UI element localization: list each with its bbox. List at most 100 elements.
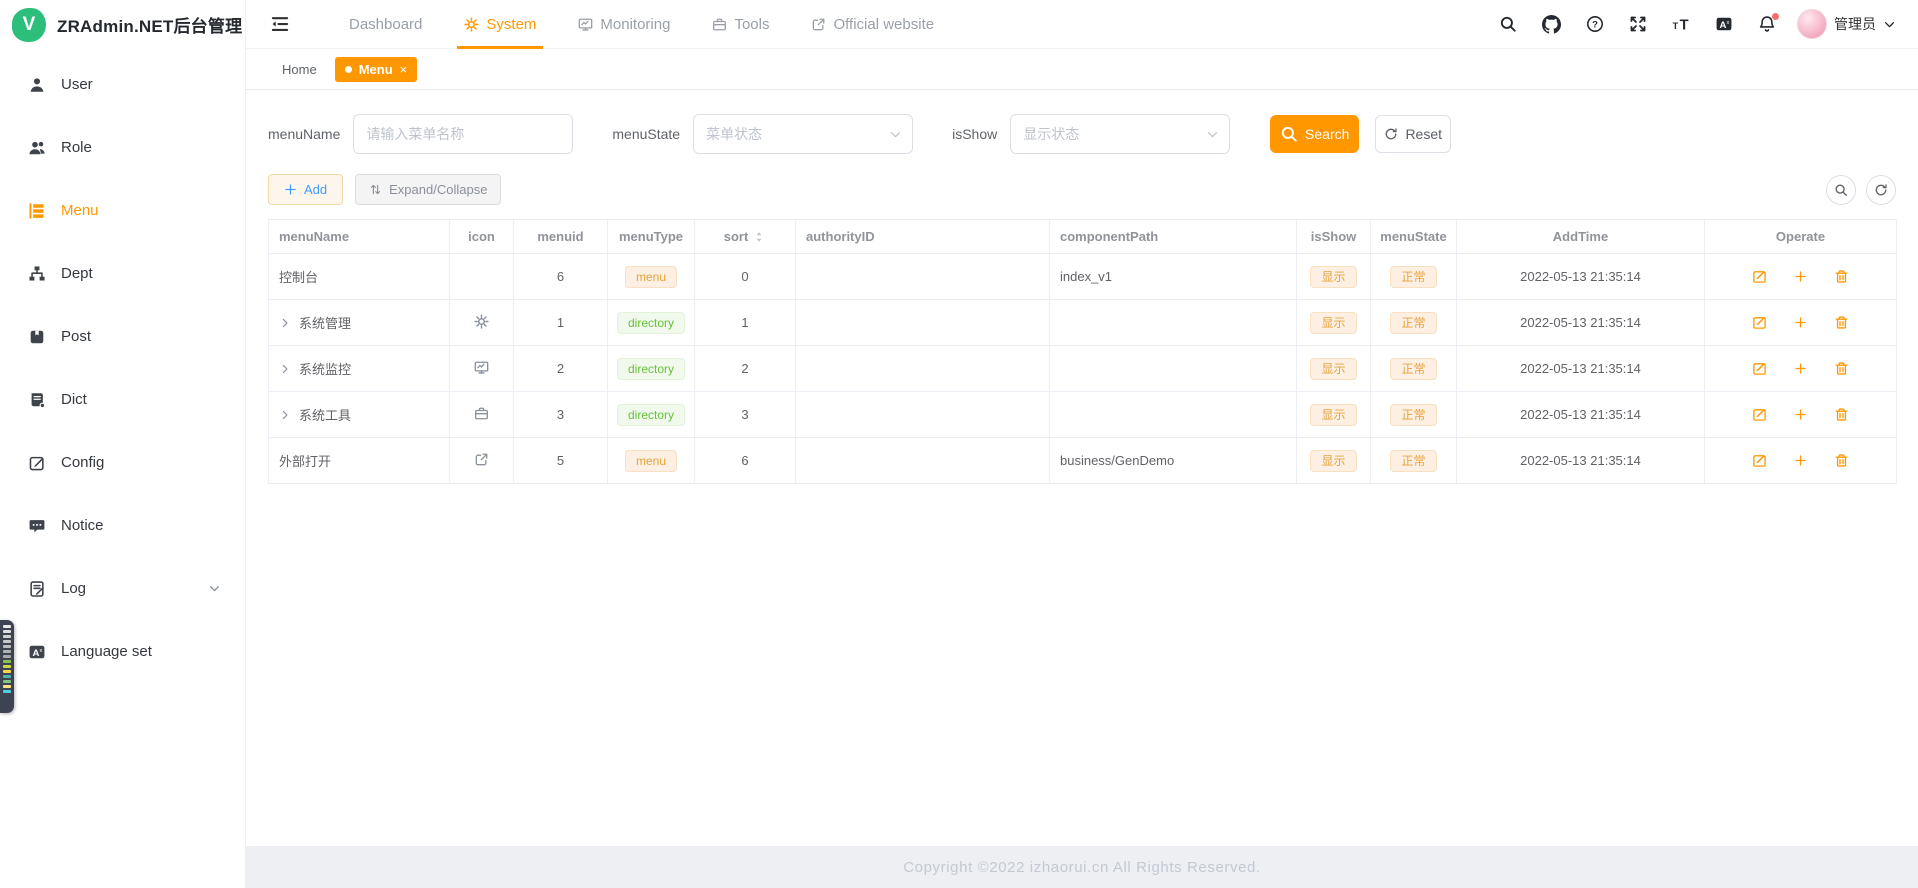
col-header-operate: Operate	[1704, 219, 1897, 254]
menu-state-select[interactable]: 菜单状态	[693, 114, 914, 154]
plus-button[interactable]	[1794, 316, 1807, 329]
cell-authority-id	[795, 437, 1050, 484]
plus-button[interactable]	[1794, 454, 1807, 467]
edit-button[interactable]	[1752, 407, 1767, 422]
table-row: 系统工具 3 directory 3 显示 正常 2022-05-13 21:35:14	[268, 391, 1897, 438]
menu-name-input[interactable]	[353, 114, 574, 154]
nav-item-monitoring[interactable]: Monitoring	[557, 0, 691, 49]
refresh-table-button[interactable]	[1866, 174, 1896, 205]
sidebar-item-config[interactable]: Config	[0, 431, 245, 494]
tab-home[interactable]: Home	[282, 61, 317, 77]
search-icon[interactable]	[1499, 15, 1517, 33]
config-icon	[28, 454, 46, 472]
fullscreen-icon[interactable]	[1629, 15, 1647, 33]
trash-button[interactable]	[1834, 361, 1849, 376]
menu-state-badge: 正常	[1390, 311, 1437, 334]
cell-authority-id	[795, 299, 1050, 346]
cell-is-show: 显示	[1296, 253, 1371, 300]
sidebar-item-label: Language set	[61, 643, 152, 660]
avatar	[1797, 9, 1827, 39]
edit-button[interactable]	[1752, 315, 1767, 330]
cell-operate	[1704, 253, 1897, 300]
bell-icon[interactable]	[1758, 13, 1779, 33]
plus-button[interactable]	[1794, 270, 1807, 283]
sidebar-item-user[interactable]: User	[0, 53, 245, 116]
cell-authority-id	[795, 253, 1050, 300]
operate-actions	[1705, 315, 1896, 330]
tab-menu[interactable]: Menu ×	[334, 56, 418, 82]
filter-menu-state-label: menuState	[612, 126, 681, 142]
menu-type-badge: menu	[624, 265, 678, 288]
chevron-right-icon[interactable]	[279, 363, 291, 375]
nav-item-label: Dashboard	[349, 15, 423, 33]
trash-button[interactable]	[1834, 453, 1849, 468]
cell-menuid: 3	[513, 391, 608, 438]
menu-name-text: 系统管理	[299, 316, 352, 331]
footer: Copyright ©2022 izhaorui.cn All Rights R…	[246, 846, 1918, 888]
notification-dot	[1772, 13, 1779, 20]
nav-item-system[interactable]: System	[443, 0, 557, 49]
toggle-search-button[interactable]	[1826, 174, 1856, 205]
trash-button[interactable]	[1834, 407, 1849, 422]
expand-collapse-button[interactable]: Expand/Collapse	[355, 174, 502, 205]
menu-state-badge: 正常	[1390, 403, 1437, 426]
cell-menuid: 6	[513, 253, 608, 300]
sidebar-item-notice[interactable]: Notice	[0, 494, 245, 557]
cell-icon	[449, 391, 514, 438]
caret-sort-icon[interactable]	[752, 230, 766, 244]
cell-menu-type: directory	[607, 345, 695, 392]
sidebar-item-post[interactable]: Post	[0, 305, 245, 368]
gear-icon	[464, 16, 480, 32]
sidebar-item-menu[interactable]: Menu	[0, 179, 245, 242]
is-show-badge: 显示	[1310, 357, 1357, 380]
menu-name-wrap: 控制台	[279, 267, 449, 286]
trash-button[interactable]	[1834, 315, 1849, 330]
col-header-componentpath: componentPath	[1049, 219, 1297, 254]
cell-sort: 0	[694, 253, 796, 300]
search-button[interactable]: Search	[1270, 115, 1360, 153]
is-show-select[interactable]: 显示状态	[1010, 114, 1231, 154]
app-logo: V ZRAdmin.NET后台管理	[0, 0, 245, 49]
edit-button[interactable]	[1752, 453, 1767, 468]
col-header-menuid: menuid	[513, 219, 608, 254]
help-icon[interactable]: ?	[1586, 15, 1604, 33]
github-icon[interactable]	[1542, 14, 1561, 34]
add-button[interactable]: Add	[268, 174, 344, 205]
role-icon	[28, 139, 46, 157]
sidebar-item-dept[interactable]: Dept	[0, 242, 245, 305]
nav-item-official-website[interactable]: Official website	[790, 0, 955, 49]
edit-button[interactable]	[1752, 361, 1767, 376]
sidebar-item-dict[interactable]: Dict	[0, 368, 245, 431]
menu-type-badge: directory	[616, 403, 685, 426]
chevron-right-icon[interactable]	[279, 409, 291, 421]
plus-button[interactable]	[1794, 362, 1807, 375]
user-menu[interactable]: 管理员	[1797, 9, 1896, 39]
sidebar-collapse-icon[interactable]	[270, 14, 290, 34]
sidebar-item-log[interactable]: Log	[0, 557, 245, 620]
sidebar-item-label: Notice	[61, 517, 104, 534]
svg-text:x: x	[1726, 20, 1729, 26]
sidebar-item-label: Config	[61, 454, 105, 471]
cell-icon	[449, 253, 514, 300]
stats-widget	[0, 620, 14, 713]
edit-button[interactable]	[1752, 269, 1767, 284]
chevron-right-icon[interactable]	[279, 317, 291, 329]
nav-item-dashboard[interactable]: Dashboard	[328, 0, 443, 49]
cell-menu-type: directory	[607, 391, 695, 438]
cell-is-show: 显示	[1296, 345, 1371, 392]
is-show-badge: 显示	[1310, 449, 1357, 472]
close-icon[interactable]: ×	[399, 61, 408, 77]
menu-name-text: 控制台	[279, 270, 319, 285]
sort-header[interactable]: sort	[724, 229, 767, 244]
reset-button[interactable]: Reset	[1375, 115, 1452, 153]
plus-button[interactable]	[1794, 408, 1807, 421]
tag-tabs-bar: Home Menu ×	[246, 49, 1918, 90]
trash-button[interactable]	[1834, 269, 1849, 284]
sidebar-item-role[interactable]: Role	[0, 116, 245, 179]
cell-is-show: 显示	[1296, 437, 1371, 484]
nav-item-tools[interactable]: Tools	[691, 0, 790, 49]
menu-type-badge: directory	[616, 311, 685, 334]
